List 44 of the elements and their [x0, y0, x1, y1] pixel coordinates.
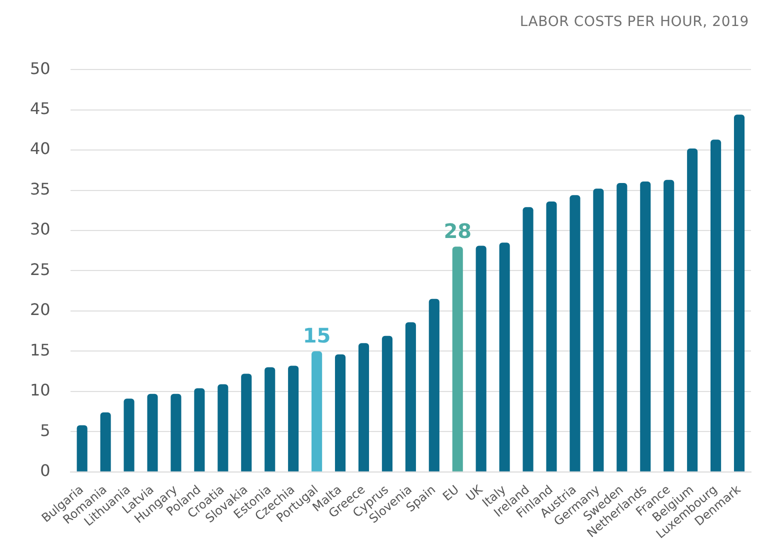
- bar: [428, 298, 440, 472]
- bar: [476, 246, 486, 472]
- bar: [194, 388, 205, 472]
- bar: [170, 394, 182, 472]
- data-label: 15: [302, 323, 331, 348]
- y-tick-label: 5: [40, 420, 50, 440]
- bar: [288, 366, 299, 472]
- y-tick-label: 20: [30, 300, 50, 320]
- bar: [334, 354, 346, 472]
- bar: [218, 384, 228, 472]
- bar: [382, 336, 392, 472]
- x-tick-label: EU: [440, 482, 462, 504]
- bar: [687, 148, 698, 472]
- y-tick-label: 15: [30, 340, 50, 360]
- y-tick-label: 45: [30, 98, 50, 118]
- y-tick-label: 0: [40, 461, 50, 480]
- bar: [640, 181, 651, 472]
- bar: [522, 207, 534, 472]
- bar: [358, 343, 370, 472]
- y-tick-label: 30: [30, 220, 50, 239]
- y-tick-label: 35: [30, 179, 50, 198]
- bar: [452, 246, 463, 472]
- y-tick-label: 10: [30, 380, 50, 400]
- bar: [546, 202, 557, 472]
- bar: [241, 374, 252, 472]
- bar: [593, 188, 604, 472]
- bar: [405, 322, 416, 472]
- bar: [664, 180, 674, 472]
- bar: [312, 351, 322, 472]
- bar: [76, 425, 88, 472]
- bar: [124, 398, 134, 472]
- data-label: 28: [444, 218, 472, 243]
- bar: [264, 367, 276, 472]
- bar: [710, 140, 722, 472]
- bar: [616, 183, 628, 472]
- bar: [570, 195, 580, 472]
- bar: [499, 242, 510, 472]
- y-tick-label: 25: [30, 260, 50, 279]
- bar: [100, 412, 111, 472]
- y-tick-label: 50: [30, 58, 50, 78]
- chart-title: LABOR COSTS PER HOUR, 2019: [520, 14, 749, 30]
- bar: [734, 114, 745, 472]
- y-tick-label: 40: [30, 139, 50, 158]
- bar: [147, 394, 158, 472]
